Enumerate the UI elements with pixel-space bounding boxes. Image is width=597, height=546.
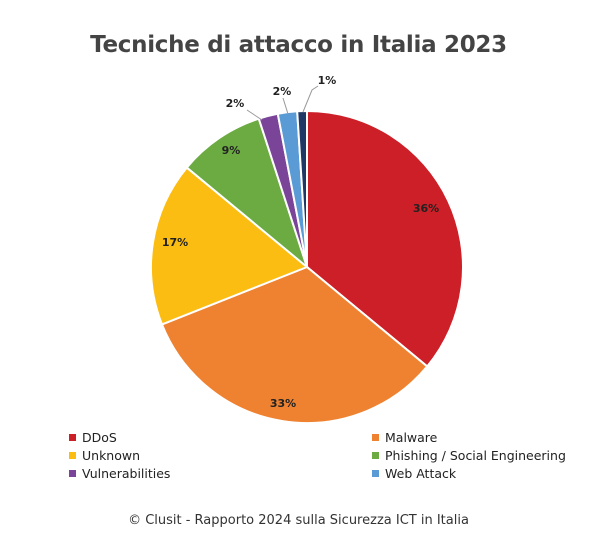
chart-title: Tecniche di attacco in Italia 2023	[90, 32, 507, 58]
pie-slice-2	[160, 265, 429, 424]
leader-line-6	[282, 97, 289, 115]
slice-label-7: 1%	[318, 74, 337, 87]
leader-line-5	[246, 109, 263, 121]
slice-label-5: 2%	[226, 97, 245, 110]
pie-slice-4	[185, 117, 310, 270]
slice-label-6: 2%	[273, 85, 292, 98]
slice-label-1: 36%	[413, 202, 439, 215]
leader-lines	[246, 85, 319, 121]
pie-slice-7	[296, 109, 308, 268]
pie-slices	[149, 109, 464, 424]
leader-line-7	[302, 85, 319, 113]
slice-label-2: 33%	[270, 397, 296, 410]
pie-slice-1	[306, 109, 464, 368]
slice-label-3: 17%	[162, 236, 188, 249]
pie-slice-3	[149, 166, 309, 326]
slice-label-4: 9%	[222, 144, 241, 157]
slice-labels: 36% 33% 17% 9% 2% 2% 1%	[162, 74, 439, 410]
copyright-footer: © Clusit - Rapporto 2024 sulla Sicurezza…	[128, 513, 469, 528]
